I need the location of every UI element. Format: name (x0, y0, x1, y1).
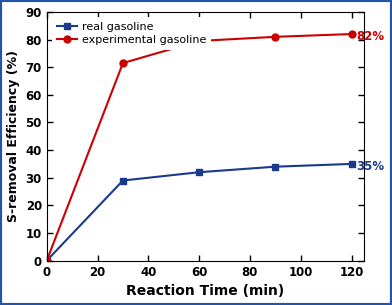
experimental gasoline (349, 32, 354, 36)
Text: 35%: 35% (357, 160, 385, 173)
Line: experimental gasoline: experimental gasoline (43, 30, 355, 264)
real gasoline (44, 259, 49, 263)
experimental gasoline (197, 39, 201, 43)
real gasoline (121, 179, 125, 182)
real gasoline (349, 162, 354, 166)
Text: 82%: 82% (357, 30, 385, 43)
Y-axis label: S-removal Efficiency (%): S-removal Efficiency (%) (7, 50, 20, 222)
real gasoline (273, 165, 278, 169)
experimental gasoline (44, 259, 49, 263)
X-axis label: Reaction Time (min): Reaction Time (min) (126, 284, 285, 298)
real gasoline (197, 170, 201, 174)
experimental gasoline (273, 35, 278, 39)
Line: real gasoline: real gasoline (43, 160, 355, 264)
Legend: real gasoline, experimental gasoline: real gasoline, experimental gasoline (52, 17, 211, 50)
experimental gasoline (121, 61, 125, 65)
